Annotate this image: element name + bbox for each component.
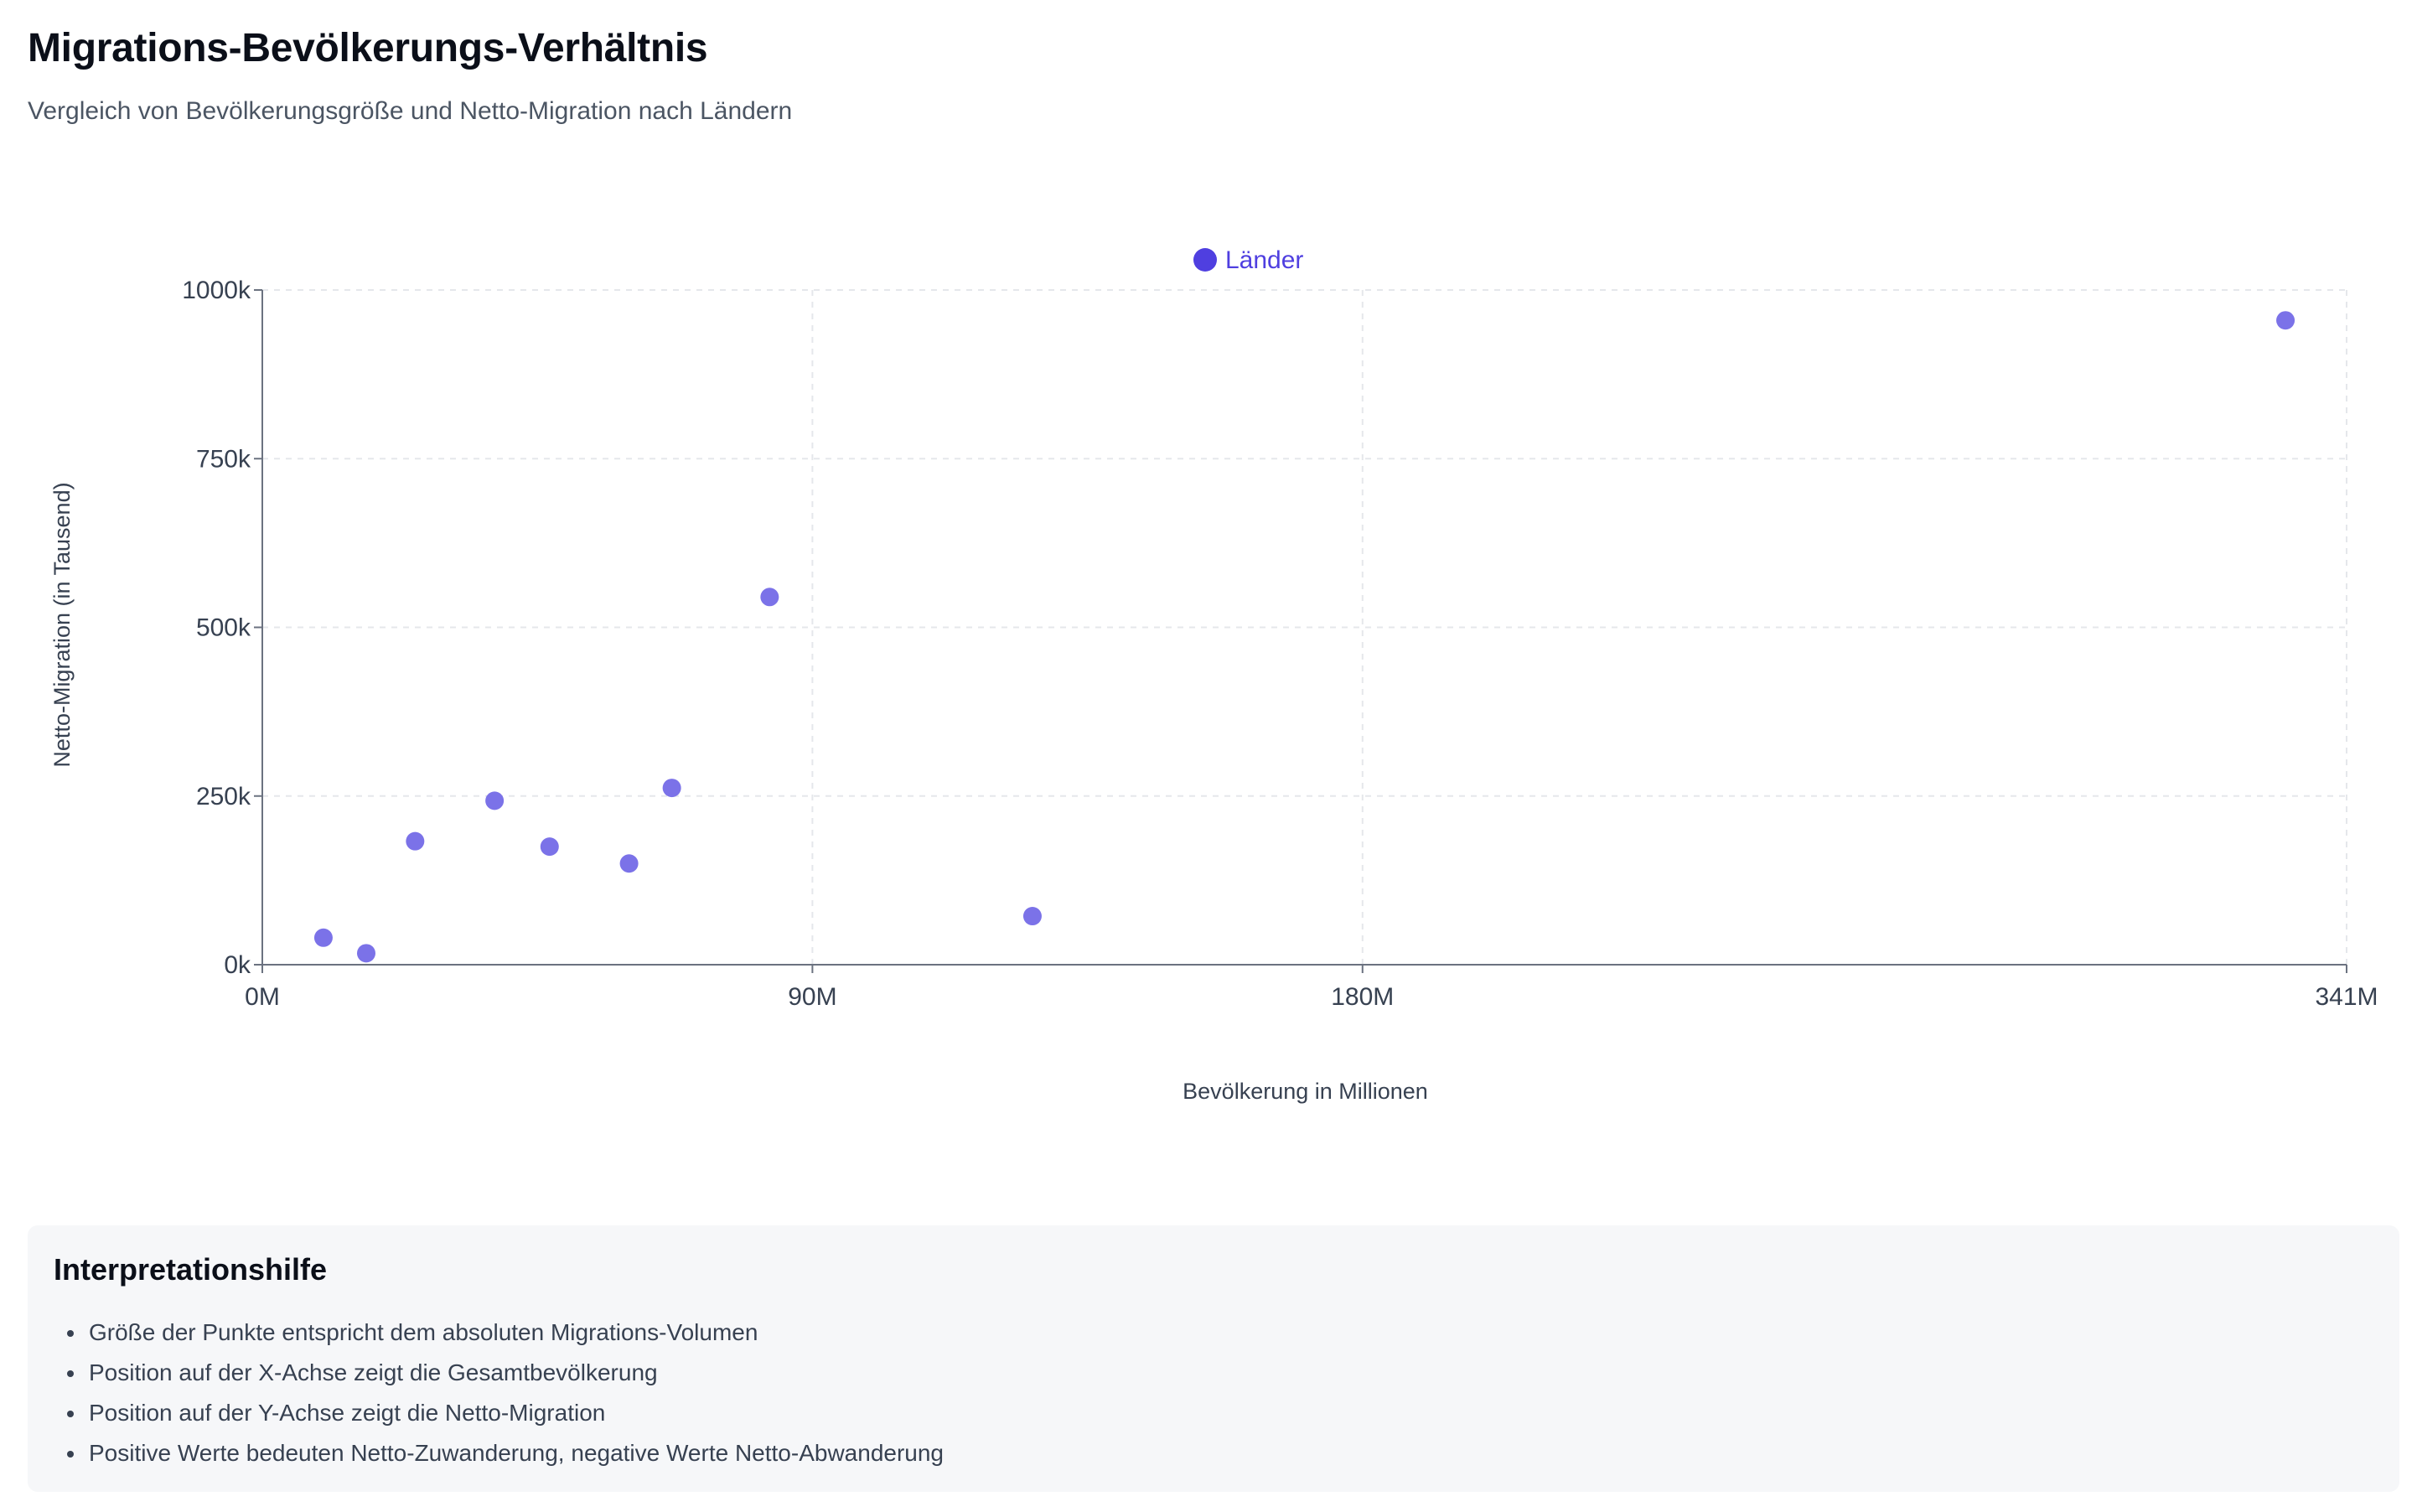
bullet-icon [67,1370,74,1377]
data-point [2276,311,2295,330]
bullet-icon [67,1451,74,1458]
data-point [356,944,375,963]
bullet-icon [67,1330,74,1337]
legend-label: Länder [1225,246,1303,274]
list-item-text: Position auf der X-Achse zeigt die Gesam… [89,1359,658,1385]
data-point [485,791,505,810]
y-tick-label: 1000k [182,277,251,304]
x-tick-label: 341M [2315,983,2378,1011]
list-item: Position auf der Y-Achse zeigt die Netto… [54,1393,944,1433]
list-item-text: Größe der Punkte entspricht dem absolute… [89,1319,758,1345]
data-point [406,831,425,851]
list-item-text: Positive Werte bedeuten Netto-Zuwanderun… [89,1440,945,1466]
page-title: Migrations-Bevölkerungs-Verhältnis [28,26,708,70]
y-tick-label: 500k [196,614,251,642]
data-point [662,779,681,798]
bullet-icon [67,1411,74,1417]
list-item: Position auf der X-Achse zeigt die Gesam… [54,1353,944,1393]
x-tick-label: 180M [1331,983,1394,1011]
data-point [540,837,559,857]
interpretation-panel: Interpretationshilfe Größe der Punkte en… [28,1225,2399,1492]
chart-ticks: 0k 250k 500k 750k 1000k 0M 90M 180M 341M [182,277,2378,1011]
interpretation-list: Größe der Punkte entspricht dem absolute… [54,1313,944,1473]
x-tick-label: 0M [245,983,280,1011]
x-tick-label: 90M [788,983,836,1011]
data-point [1022,907,1042,926]
chart-legend[interactable]: Länder [1193,246,1303,274]
data-point [313,928,333,947]
chart-points [313,311,2295,963]
y-tick-label: 0k [224,951,251,979]
data-point [619,854,639,873]
interpretation-title: Interpretationshilfe [54,1252,328,1287]
legend-marker [1193,248,1217,272]
x-axis-label: Bevölkerung in Millionen [1183,1079,1428,1104]
data-point [760,588,779,607]
chart-axes [261,290,2347,966]
list-item-text: Position auf der Y-Achse zeigt die Netto… [89,1400,606,1426]
page-subtitle: Vergleich von Bevölkerungsgröße und Nett… [28,97,793,125]
list-item: Größe der Punkte entspricht dem absolute… [54,1313,944,1353]
list-item: Positive Werte bedeuten Netto-Zuwanderun… [54,1433,944,1473]
y-tick-label: 250k [196,783,251,810]
y-tick-label: 750k [196,445,251,473]
chart-grid [262,289,2347,965]
y-axis-label: Netto-Migration (in Tausend) [49,482,75,767]
